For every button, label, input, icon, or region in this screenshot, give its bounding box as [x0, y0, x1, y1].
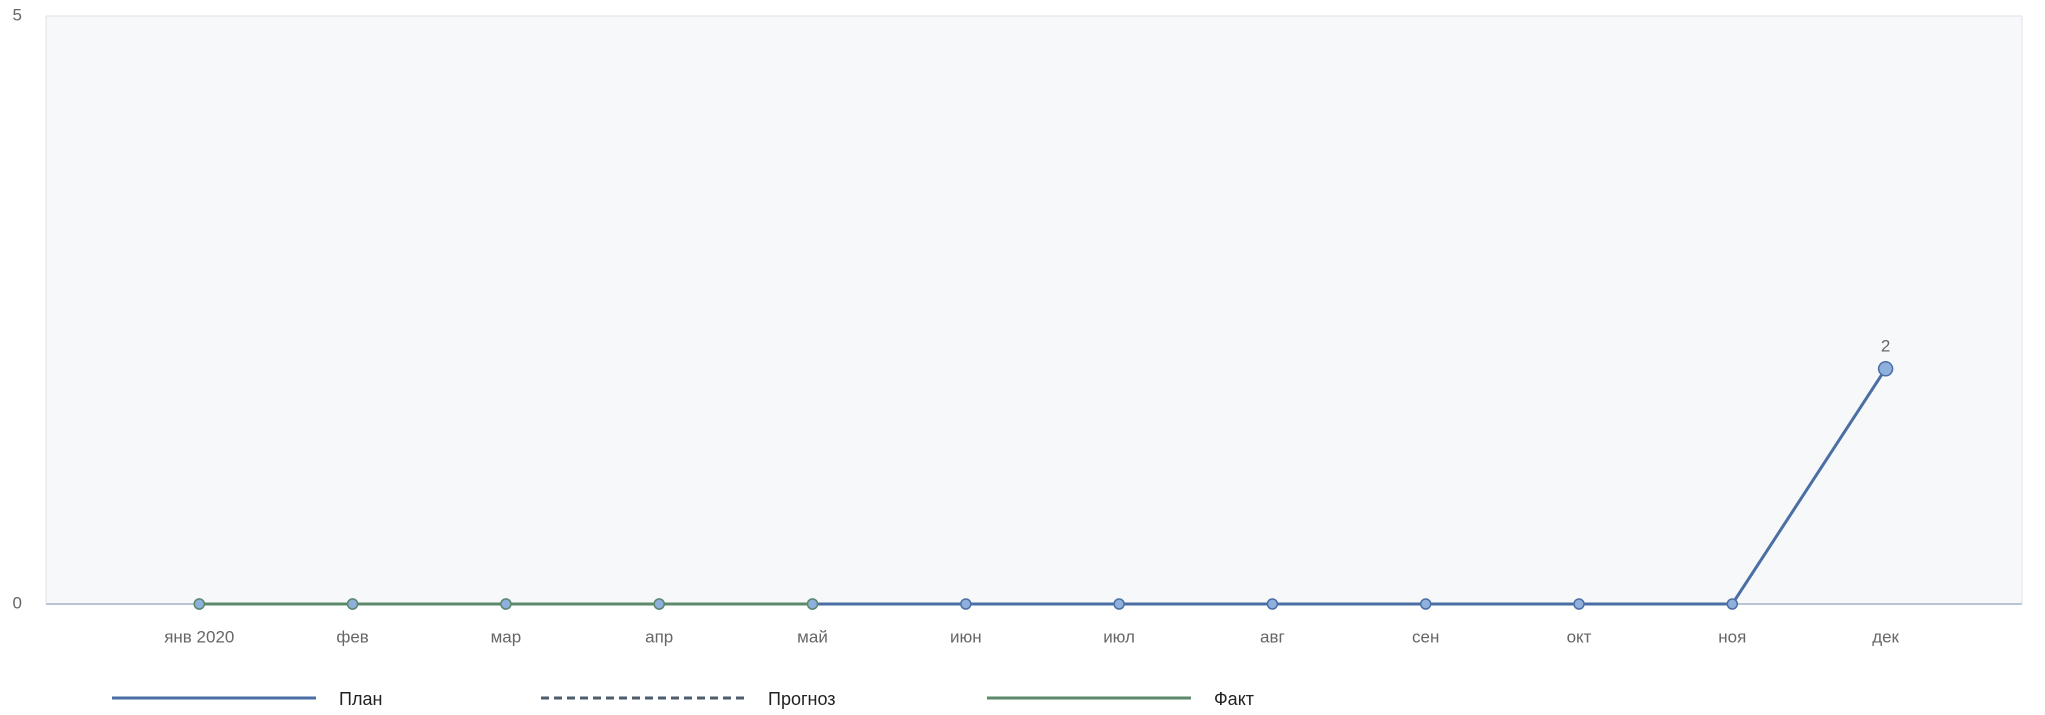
- legend-text: Факт: [1214, 689, 1254, 709]
- data-point: [1266, 598, 1279, 610]
- data-point: [346, 598, 359, 610]
- x-tick-label: июл: [1103, 627, 1135, 646]
- y-tick-label: 5: [13, 5, 22, 24]
- x-tick-label: янв 2020: [164, 627, 234, 646]
- data-point: [500, 598, 512, 610]
- legend-text: Прогноз: [768, 689, 836, 709]
- data-point: [653, 598, 665, 610]
- x-tick-label: фев: [336, 627, 368, 646]
- plot-background: [46, 16, 2022, 604]
- data-point: [1419, 598, 1432, 610]
- x-tick-label: ноя: [1718, 627, 1746, 646]
- data-point: [1573, 598, 1585, 610]
- x-tick-label: авг: [1260, 627, 1285, 646]
- data-point: [1726, 598, 1739, 610]
- x-tick-label: сен: [1412, 627, 1439, 646]
- data-point: [960, 598, 972, 610]
- legend-text: План: [339, 689, 382, 709]
- x-tick-label: май: [797, 627, 828, 646]
- x-tick-label: дек: [1872, 627, 1899, 646]
- x-tick-label: июн: [950, 627, 982, 646]
- x-tick-label: апр: [645, 627, 673, 646]
- y-tick-label: 0: [13, 593, 22, 612]
- data-point: [1113, 598, 1125, 610]
- x-tick-label: мар: [491, 627, 522, 646]
- data-point: [806, 598, 819, 610]
- data-label: 2: [1881, 336, 1890, 355]
- data-point: [193, 598, 206, 610]
- x-tick-label: окт: [1567, 627, 1592, 646]
- data-point: [1877, 361, 1894, 377]
